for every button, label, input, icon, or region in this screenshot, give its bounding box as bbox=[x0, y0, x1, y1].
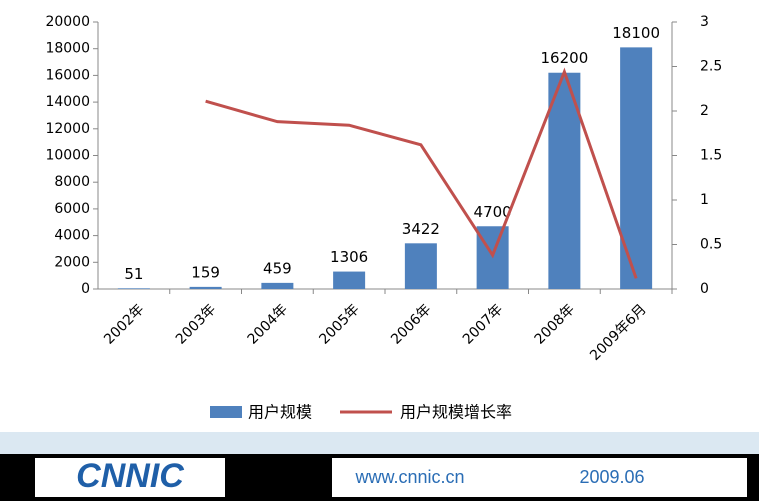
bar bbox=[261, 282, 294, 289]
legend-label: 用户规模增长率 bbox=[400, 403, 512, 422]
y-tick-label: 20000 bbox=[45, 14, 90, 30]
footer-url: www.cnnic.cn bbox=[354, 467, 464, 487]
bar bbox=[117, 288, 150, 289]
y-tick-label: 2000 bbox=[54, 254, 90, 270]
logo: CNNIC bbox=[76, 457, 184, 495]
data-label: 18100 bbox=[612, 24, 660, 42]
data-label: 459 bbox=[263, 259, 292, 277]
data-label: 51 bbox=[124, 265, 143, 283]
data-label: 4700 bbox=[474, 203, 512, 221]
y-tick-label: 6000 bbox=[54, 201, 90, 217]
bar bbox=[189, 286, 222, 289]
legend-label: 用户规模 bbox=[248, 403, 312, 422]
y2-tick-label: 0 bbox=[700, 281, 709, 297]
footer-box bbox=[332, 458, 747, 497]
logo-box bbox=[35, 458, 225, 497]
bar bbox=[333, 271, 366, 289]
y2-tick-label: 0.5 bbox=[700, 237, 722, 253]
y2-tick-label: 1.5 bbox=[700, 148, 722, 164]
footer-date: 2009.06 bbox=[579, 467, 644, 487]
y2-tick-label: 1 bbox=[700, 192, 709, 208]
data-label: 159 bbox=[191, 263, 220, 281]
bar bbox=[404, 243, 437, 289]
bar bbox=[620, 47, 653, 289]
data-label: 1306 bbox=[330, 248, 368, 266]
y-tick-label: 0 bbox=[81, 281, 90, 297]
y-tick-label: 18000 bbox=[45, 41, 90, 57]
y2-tick-label: 2 bbox=[700, 103, 709, 119]
y2-tick-label: 3 bbox=[700, 14, 709, 30]
y-tick-label: 4000 bbox=[54, 228, 90, 244]
y2-tick-label: 2.5 bbox=[700, 59, 722, 75]
footer-stripe bbox=[0, 432, 759, 454]
legend-swatch bbox=[210, 406, 242, 418]
y-tick-label: 12000 bbox=[45, 121, 90, 137]
data-label: 16200 bbox=[541, 49, 589, 67]
y-tick-label: 14000 bbox=[45, 94, 90, 110]
y-tick-label: 8000 bbox=[54, 174, 90, 190]
bar bbox=[548, 72, 581, 289]
y-tick-label: 16000 bbox=[45, 67, 90, 83]
line bbox=[205, 67, 638, 279]
y-tick-label: 10000 bbox=[45, 148, 90, 164]
data-label: 3422 bbox=[402, 220, 440, 238]
